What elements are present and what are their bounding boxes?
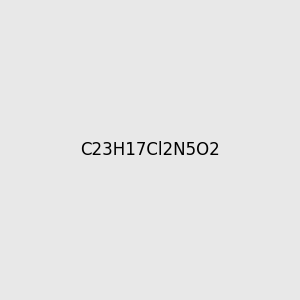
Text: C23H17Cl2N5O2: C23H17Cl2N5O2	[80, 141, 220, 159]
